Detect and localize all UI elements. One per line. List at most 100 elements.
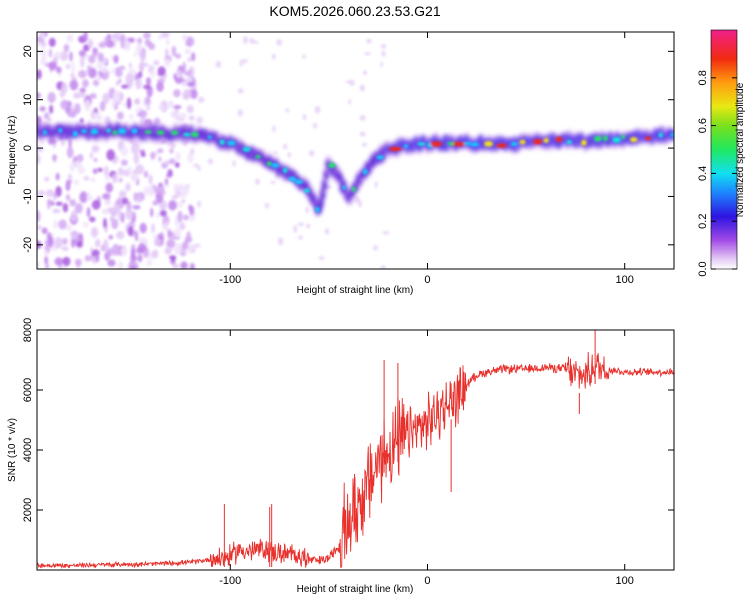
spectrogram-noise-blob — [80, 55, 85, 68]
spectrogram-ridge-core — [42, 128, 674, 213]
spectrogram-noise-blob — [91, 145, 100, 153]
spectrogram-noise-blob — [45, 189, 55, 198]
spectrogram-noise-blob — [121, 84, 129, 89]
spectrogram-noise-blob — [164, 58, 171, 67]
spectrogram-noise-blob — [157, 78, 166, 84]
spectrogram-noise-blob — [188, 243, 195, 254]
spectrogram-noise-blob — [62, 238, 68, 245]
spectrogram-noise-blob — [53, 219, 58, 229]
spectrogram-noise-blob — [177, 71, 183, 77]
spectrogram-noise-blob — [97, 52, 102, 63]
spectrogram-noise-blob — [135, 43, 143, 54]
ridge-core — [219, 139, 225, 145]
spectrogram-noise-blob — [174, 186, 178, 199]
spectrogram-noise-blob — [144, 96, 151, 105]
spectrogram-noise-blob — [45, 263, 50, 269]
ridge-core — [266, 161, 272, 166]
spectrogram-noise-blob — [48, 48, 53, 58]
spectrogram-noise-blob — [118, 177, 123, 183]
spectrogram-noise-blob — [74, 203, 83, 214]
spectrogram-noise-blob — [69, 199, 76, 207]
spectrogram-noise-blob — [314, 105, 321, 114]
spectrogram-noise-blob — [58, 219, 67, 230]
chart-title: KOM5.2026.060.23.53.G21 — [269, 3, 440, 19]
spectrogram-noise-blob — [76, 241, 83, 248]
spectrogram-noise-blob — [207, 158, 213, 165]
spectrogram-noise-blob — [184, 248, 188, 254]
spectrogram-noise-blob — [67, 173, 73, 182]
spectrogram-noise-blob — [184, 71, 190, 76]
ridge-core — [483, 140, 493, 147]
spectrogram-noise-blob — [186, 105, 194, 114]
ridge-core — [543, 137, 549, 144]
ridge-core — [612, 136, 621, 143]
spectrogram-noise-blob — [270, 180, 276, 185]
spectrogram-noise-blob — [187, 57, 192, 62]
spectrogram-x-tick-label: 0 — [424, 274, 430, 286]
ridge-core — [603, 135, 608, 142]
ridge-core — [282, 167, 288, 174]
spectrogram-noise-blob — [99, 100, 106, 112]
spectrogram-noise-blob — [382, 230, 390, 235]
spectrogram-noise-blob — [167, 229, 172, 239]
spectrogram-noise-blob — [150, 207, 154, 218]
spectrogram-noise-blob — [174, 162, 180, 168]
spectrogram-noise-blob — [73, 92, 81, 99]
ridge-core — [463, 141, 472, 146]
spectrogram-noise-blob — [348, 98, 352, 105]
spectrogram-noise-blob — [59, 91, 65, 98]
spectrogram-noise-blob — [175, 151, 181, 162]
ridge-core — [533, 138, 543, 145]
spectrogram-noise-blob — [153, 60, 160, 66]
spectrogram-noise-blob — [366, 38, 372, 44]
ridge-core — [593, 135, 602, 142]
ridge-core — [342, 185, 347, 190]
spectrogram-noise-blob — [130, 265, 136, 269]
spectrogram-noise-blob — [184, 48, 192, 55]
spectrogram-noise-blob — [116, 200, 122, 205]
spectrogram-noise-blob — [364, 52, 371, 56]
spectrogram-noise-blob — [125, 182, 131, 192]
ridge-core — [190, 131, 199, 138]
spectrogram-noise-blob — [168, 200, 177, 211]
spectrogram-noise-blob — [41, 41, 47, 47]
spectrogram-noise-blob — [66, 146, 74, 159]
spectrogram-noise-blob — [89, 216, 96, 223]
spectrogram-noise-blob — [82, 79, 89, 88]
spectrogram-noise-blob — [120, 212, 125, 224]
spectrogram-noise-blob — [193, 243, 201, 248]
spectrogram-noise-blob — [143, 170, 149, 178]
spectrogram-noise-blob — [111, 33, 121, 40]
spectrogram-noise-blob — [139, 50, 146, 63]
spectrogram-noise-blob — [308, 149, 315, 157]
spectrogram-noise-blob — [150, 181, 154, 194]
spectrogram-noise-blob — [61, 246, 69, 251]
ridge-core — [112, 130, 118, 135]
spectrogram-noise-blob — [177, 210, 183, 223]
spectrogram-noise-blob — [173, 105, 182, 110]
spectrogram-noise-blob — [242, 36, 249, 44]
ridge-core — [629, 136, 638, 143]
spectrogram-noise-blob — [129, 113, 134, 120]
spectrogram-noise-blob — [136, 37, 143, 45]
spectrogram-noise-blob — [118, 190, 127, 199]
spectrogram-noise-blob — [55, 185, 62, 198]
spectrogram-noise-blob — [55, 172, 60, 181]
spectrogram-noise-blob — [86, 206, 91, 218]
spectrogram-noise-blob — [166, 101, 175, 109]
spectrogram-noise-blob — [66, 34, 74, 43]
spectrogram-noise-blob — [287, 151, 292, 158]
spectrogram-noise-blob — [277, 237, 284, 246]
spectrogram-noise-blob — [148, 174, 153, 185]
spectrogram-noise-blob — [139, 222, 147, 234]
spectrogram-noise-blob — [69, 162, 75, 173]
spectrogram-noise-blob — [125, 209, 134, 220]
spectrogram-noise-blob — [74, 258, 82, 267]
spectrogram-noise-blob — [196, 165, 201, 171]
spectrogram-noise-blob — [181, 199, 186, 204]
ridge-core — [42, 129, 47, 135]
ridge-core — [388, 146, 402, 152]
spectrogram-noise-blob — [155, 192, 164, 204]
spectrogram-noise-blob — [160, 32, 170, 38]
